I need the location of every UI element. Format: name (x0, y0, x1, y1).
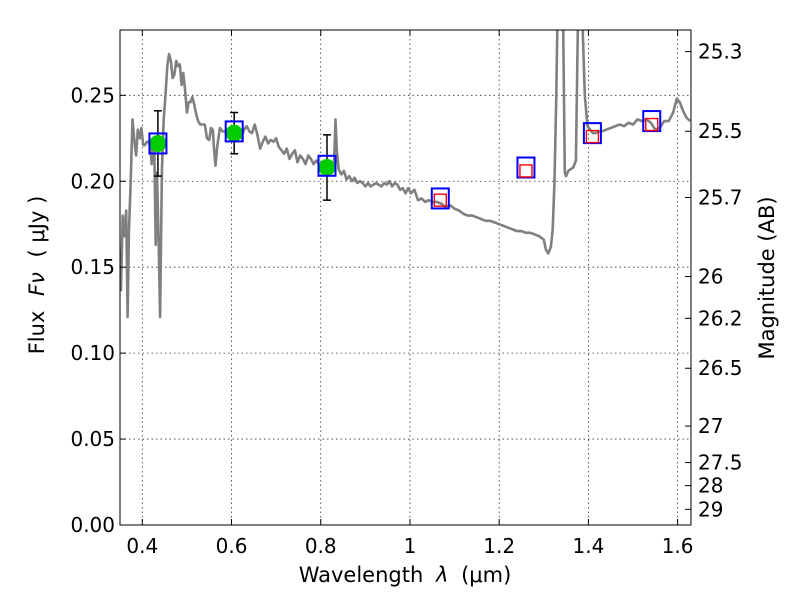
y2-axis-label: Magnitude (AB) (755, 196, 779, 359)
observed-flux-point (225, 124, 243, 142)
x-tick-label: 0.6 (216, 534, 248, 558)
y-axis-label-prefix: Flux (25, 311, 49, 355)
y-axis-label-unit: ( μJy ) (25, 196, 49, 258)
model-photometry-square-red (585, 129, 600, 144)
x-tick-label: 0.4 (126, 534, 158, 558)
model-photometry-square (430, 187, 450, 210)
series-layer (120, 30, 691, 319)
y2-tick-label: 26 (698, 265, 723, 289)
y-tick-label: 0.20 (70, 169, 115, 193)
y2-tick-label: 25.3 (698, 40, 743, 64)
x-tick-label: 1 (404, 534, 417, 558)
y2-tick-label: 27 (698, 414, 723, 438)
y-tick-label: 0.10 (70, 341, 115, 365)
x-axis-label: Wavelength λ (μm) (299, 563, 512, 587)
y2-tick-label: 29 (698, 497, 723, 521)
marker-layer (148, 110, 662, 210)
y2-tick-label: 27.5 (698, 451, 743, 475)
y2-tick-label: 26.2 (698, 306, 743, 330)
model-photometry-square-red (433, 193, 447, 207)
y-axis-label-symbol: Fν (25, 272, 49, 296)
y-tick-label: 0.15 (70, 255, 115, 279)
x-tick-label: 1.6 (662, 534, 694, 558)
x-axis-label-symbol: λ (435, 563, 448, 587)
model-photometry-square (317, 154, 337, 177)
y2-tick-label: 25.7 (698, 185, 743, 209)
plot-frame (119, 29, 692, 526)
grid (120, 30, 691, 526)
x-axis-label-prefix: Wavelength (299, 563, 424, 587)
y-tick-label: 0.05 (70, 427, 115, 451)
y-axis-label: Flux Fν ( μJy ) (25, 196, 49, 355)
y2-tick-label: 25.5 (698, 119, 743, 143)
model-photometry-square-red (519, 164, 533, 178)
y2-tick-label: 26.5 (698, 356, 743, 380)
sed-model-line (120, 30, 691, 319)
model-photometry-square-red (645, 117, 659, 132)
x-axis-label-unit: (μm) (461, 563, 511, 587)
model-photometry-square (224, 120, 244, 143)
x-tick-label: 1.2 (483, 534, 515, 558)
x-tick-label: 1.4 (572, 534, 604, 558)
y2-tick-label: 28 (698, 474, 723, 498)
x-tick-label: 0.8 (305, 534, 337, 558)
ticks-layer: 0.4 0.6 0.8 1 1.2 1.4 1.6 0.00 0.05 0.10 0.15 0.20 0… (70, 30, 743, 558)
plot-area-background (120, 30, 691, 525)
y-tick-label: 0.25 (70, 83, 115, 107)
model-photometry-square (148, 132, 168, 155)
y-tick-label: 0.00 (70, 513, 115, 537)
observed-flux-point (149, 134, 167, 152)
observed-flux-point (318, 159, 336, 176)
